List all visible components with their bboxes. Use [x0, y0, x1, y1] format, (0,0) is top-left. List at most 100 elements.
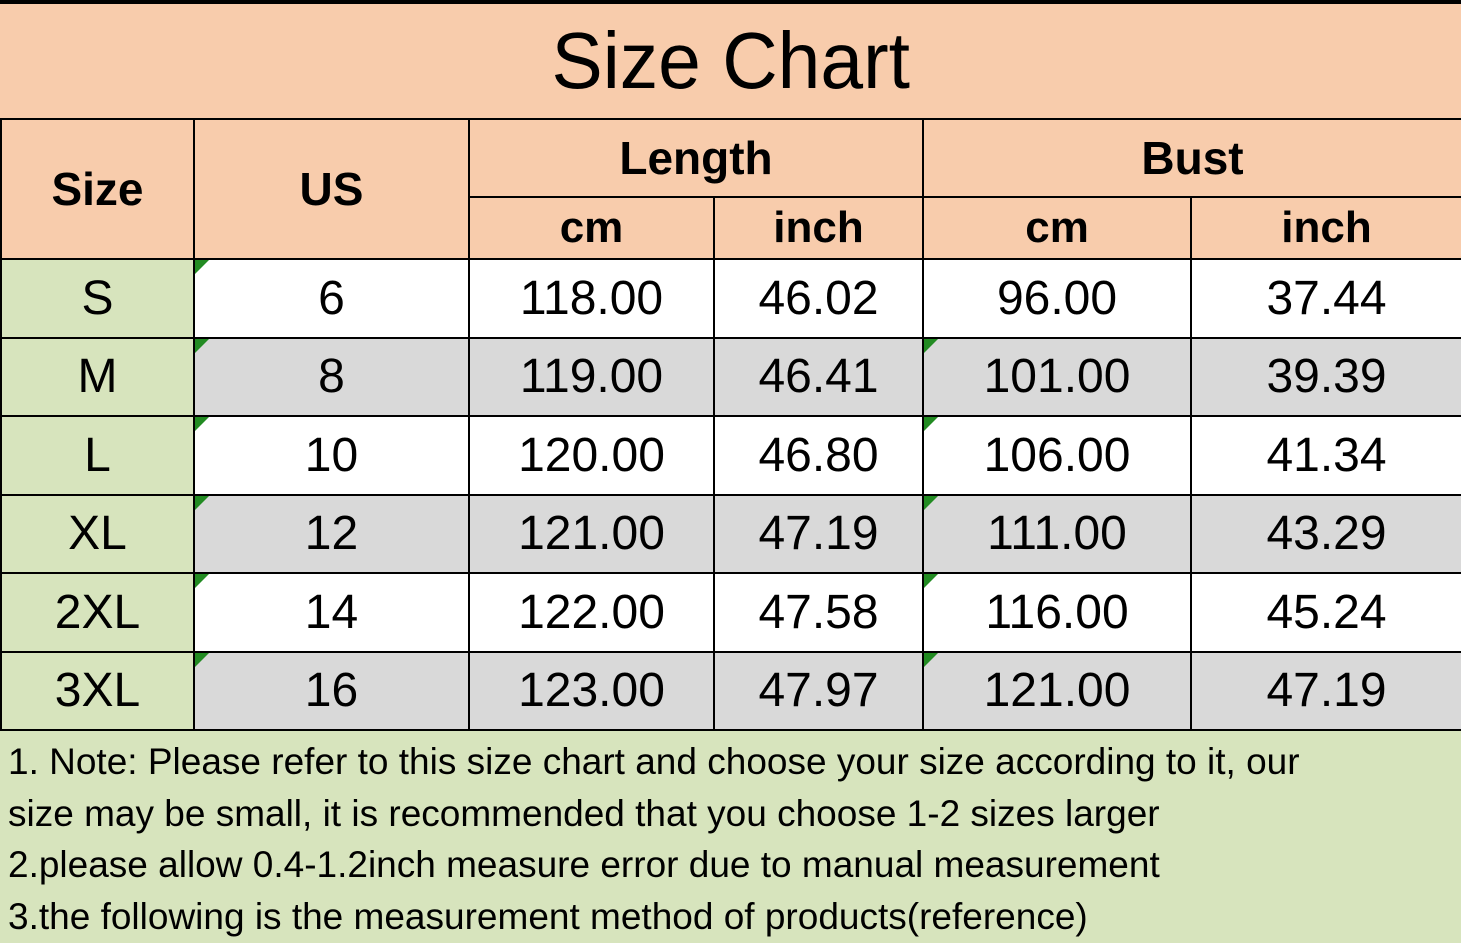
length-cm-value: 120.00	[518, 428, 665, 482]
us-value: 10	[304, 428, 359, 482]
size-cell: 3XL	[0, 650, 195, 731]
table-row: 2XL 14 122.00 47.58 116.00 45.24	[0, 572, 1461, 653]
bust-cm-value: 116.00	[985, 585, 1129, 639]
cell-error-flag-icon	[196, 417, 209, 431]
length-cm-cell: 118.00	[468, 258, 715, 339]
bust-inch-cell: 43.29	[1190, 493, 1461, 574]
size-cell: M	[0, 336, 195, 417]
length-cm-value: 121.00	[518, 507, 665, 561]
size-value: M	[77, 350, 118, 404]
notes-section: 1. Note: Please refer to this size chart…	[0, 731, 1461, 943]
us-cell: 12	[193, 493, 470, 574]
cell-error-flag-icon	[925, 574, 939, 588]
us-value: 12	[304, 507, 359, 561]
length-inch-cell: 47.58	[712, 572, 925, 653]
us-cell: 14	[193, 572, 470, 653]
cell-error-flag-icon	[196, 496, 209, 510]
bust-inch-cell: 39.39	[1190, 336, 1461, 417]
bust-cm-value: 121.00	[983, 664, 1131, 718]
us-cell: 6	[193, 258, 470, 339]
col-group-length: Length	[467, 118, 925, 198]
length-inch-value: 47.58	[758, 585, 879, 639]
bust-inch-cell: 41.34	[1190, 415, 1461, 496]
bust-cm-cell: 106.00	[922, 415, 1193, 496]
bust-cm-value: 111.00	[987, 507, 1127, 561]
sub-header-length-cm: cm	[468, 196, 715, 260]
header-row-units: cm inch cm inch	[1, 196, 1461, 260]
table-row: 3XL 16 123.00 47.97 121.00 47.19	[0, 650, 1461, 731]
length-inch-cell: 47.19	[712, 493, 925, 574]
table-row: L 10 120.00 46.80 106.00 41.34	[0, 415, 1461, 496]
bust-cm-cell: 116.00	[922, 572, 1193, 653]
size-value: L	[84, 428, 111, 482]
table-row: XL 12 121.00 47.19 111.00 43.29	[0, 493, 1461, 574]
bust-cm-cell: 101.00	[922, 336, 1193, 417]
size-cell: XL	[0, 493, 195, 574]
cell-error-flag-icon	[196, 574, 209, 588]
bust-inch-value: 39.39	[1266, 350, 1387, 404]
length-cm-value: 123.00	[518, 664, 665, 718]
length-cm-value: 119.00	[519, 350, 664, 404]
bust-inch-cell: 47.19	[1190, 650, 1461, 731]
note-line: 3.the following is the measurement metho…	[8, 895, 1088, 937]
title-bar: Size Chart	[0, 0, 1461, 118]
note-line: 1. Note: Please refer to this size chart…	[8, 741, 1300, 782]
bust-cm-value: 106.00	[983, 428, 1131, 482]
us-value: 14	[304, 585, 359, 639]
length-cm-cell: 120.00	[468, 415, 715, 496]
length-inch-cell: 46.02	[712, 258, 925, 339]
bust-cm-cell: 121.00	[922, 650, 1193, 731]
size-cell: 2XL	[0, 572, 195, 653]
us-cell: 8	[193, 336, 470, 417]
table-row: S 6 118.00 46.02 96.00 37.44	[0, 258, 1461, 339]
length-inch-value: 46.41	[758, 350, 879, 404]
size-value: 2XL	[54, 585, 141, 639]
note-line: size may be small, it is recommended tha…	[8, 792, 1160, 834]
us-value: 8	[318, 350, 345, 404]
sub-header-length-inch: inch	[712, 196, 925, 260]
bust-inch-value: 41.34	[1266, 428, 1387, 482]
bust-cm-value: 96.00	[996, 271, 1118, 325]
length-cm-cell: 121.00	[468, 493, 715, 574]
length-inch-value: 46.80	[758, 428, 879, 482]
cell-error-flag-icon	[196, 339, 209, 353]
note-line: 2.please allow 0.4-1.2inch measure error…	[8, 844, 1160, 885]
length-cm-cell: 122.00	[468, 572, 715, 653]
us-cell: 16	[193, 650, 470, 731]
bust-inch-value: 47.19	[1266, 664, 1387, 718]
header-row-groups: Size US Length Bust	[0, 118, 1461, 260]
length-cm-value: 118.00	[519, 271, 664, 325]
cell-error-flag-icon	[925, 339, 939, 353]
length-inch-value: 47.97	[758, 664, 879, 718]
length-inch-cell: 46.41	[712, 336, 925, 417]
bust-inch-value: 43.29	[1266, 507, 1387, 561]
length-cm-cell: 119.00	[468, 336, 715, 417]
bust-inch-cell: 37.44	[1190, 258, 1461, 339]
cell-error-flag-icon	[925, 653, 939, 667]
bust-cm-cell: 96.00	[922, 258, 1193, 339]
cell-error-flag-icon	[925, 417, 939, 431]
bust-inch-cell: 45.24	[1190, 572, 1461, 653]
col-header-us: US	[193, 118, 470, 260]
size-value: 3XL	[54, 664, 141, 718]
size-value: XL	[68, 507, 127, 561]
bust-inch-value: 45.24	[1266, 585, 1387, 639]
us-value: 6	[318, 271, 345, 325]
length-inch-cell: 47.97	[712, 650, 925, 731]
sub-header-bust-cm: cm	[922, 196, 1193, 260]
length-inch-cell: 46.80	[712, 415, 925, 496]
page-title: Size Chart	[551, 16, 910, 105]
size-value: S	[81, 271, 114, 325]
us-cell: 10	[193, 415, 470, 496]
length-cm-cell: 123.00	[468, 650, 715, 731]
bust-inch-value: 37.44	[1266, 271, 1387, 325]
length-inch-value: 47.19	[758, 507, 879, 561]
cell-error-flag-icon	[925, 496, 939, 510]
col-header-size: Size	[0, 118, 195, 260]
length-cm-value: 122.00	[518, 585, 665, 639]
cell-error-flag-icon	[196, 653, 209, 667]
table-row: M 8 119.00 46.41 101.00 39.39	[0, 336, 1461, 417]
size-chart-table: Size US Length Bust cm inch cm inch S 6 …	[0, 118, 1461, 731]
sub-header-bust-inch: inch	[1190, 196, 1461, 260]
